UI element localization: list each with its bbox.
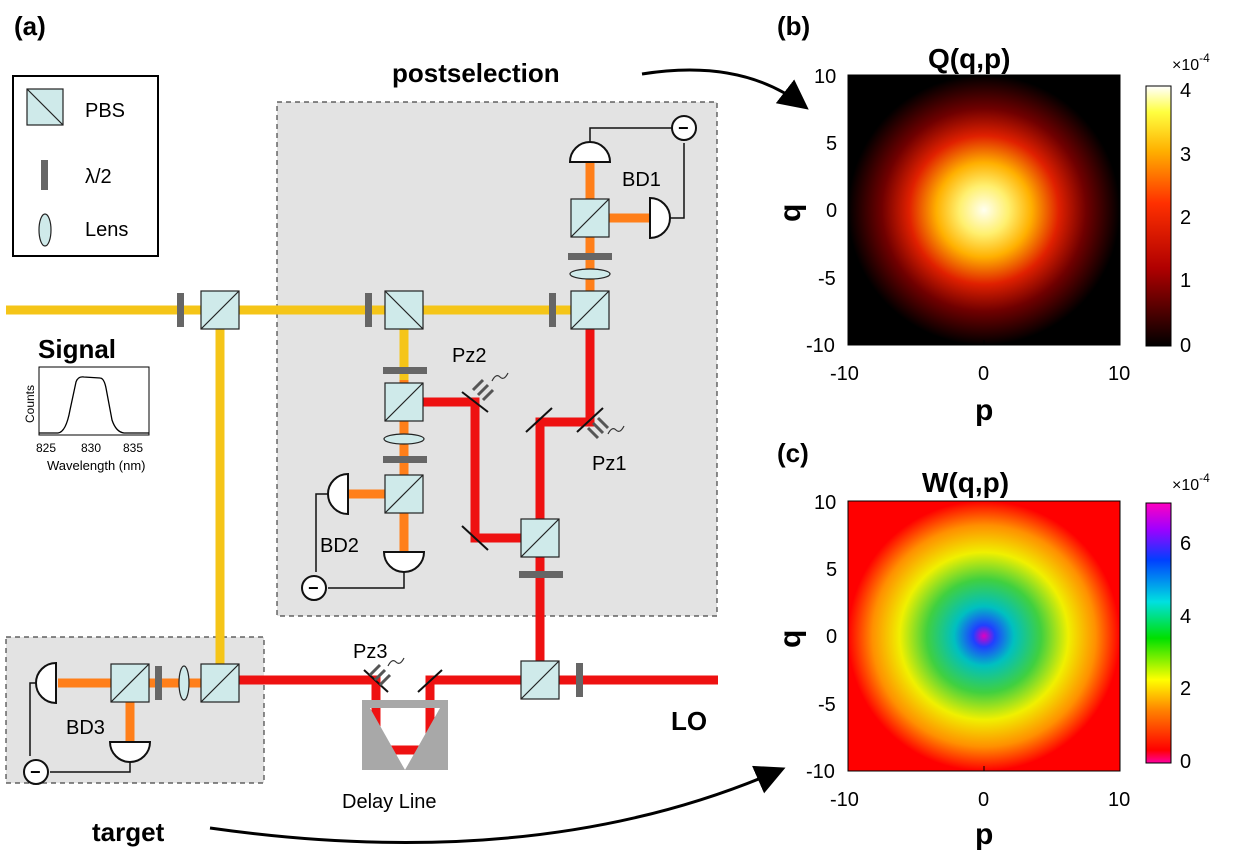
c-xtick-0: 0: [978, 789, 989, 811]
spectrum-xtick-830: 830: [81, 441, 101, 455]
pz1-label: Pz1: [592, 453, 626, 475]
c-xlabel: p: [975, 818, 993, 851]
piezo-wire-icon: [387, 372, 625, 667]
b-xlabel: p: [975, 394, 993, 427]
b-ylabel: q: [774, 204, 807, 222]
b-ytick-0: 0: [826, 200, 837, 222]
c-xtick-neg10: -10: [830, 789, 859, 811]
b-xtick-10: 10: [1108, 363, 1130, 385]
bd2-label: BD2: [320, 535, 359, 557]
panel-a-label: (a): [14, 11, 46, 41]
c-cbar-tick-2: 2: [1180, 678, 1191, 700]
c-ytick-neg10: -10: [806, 761, 835, 783]
c-xtick-10: 10: [1108, 789, 1130, 811]
c-ytick-10: 10: [814, 492, 836, 514]
b-xtick-0: 0: [978, 363, 989, 385]
minus-bd1: −: [678, 118, 689, 138]
waveplate: [155, 253, 612, 700]
minus-bd3: −: [30, 762, 41, 782]
b-ytick-5: 5: [826, 133, 837, 155]
b-cbar-tick-4: 4: [1180, 80, 1191, 102]
pbs-cube: [110, 198, 610, 703]
q-colorbar: [1145, 85, 1172, 347]
waveplate-icon: [41, 160, 48, 190]
pbs-icon: [26, 88, 64, 126]
c-ylabel: q: [774, 630, 807, 648]
lens-icon: [38, 213, 52, 247]
q-axis-ticks: [847, 340, 1121, 345]
spectrum-inset: [38, 366, 150, 436]
c-cbar-tick-6: 6: [1180, 533, 1191, 555]
minus-node: [23, 115, 697, 785]
detector: [35, 141, 671, 763]
spectrum-ylabel: Counts: [23, 385, 37, 423]
lo-label: LO: [671, 706, 707, 736]
legend-waveplate-label: λ/2: [85, 166, 112, 188]
spectrum-xlabel: Wavelength (nm): [47, 458, 146, 473]
postselection-box: [276, 101, 718, 617]
b-cbar-tick-2: 2: [1180, 207, 1191, 229]
bd3-label: BD3: [66, 717, 105, 739]
pz2-label: Pz2: [452, 345, 486, 367]
pz3-label: Pz3: [353, 641, 387, 663]
c-ytick-0: 0: [826, 626, 837, 648]
b-cbar-tick-1: 1: [1180, 270, 1191, 292]
lens: [178, 268, 611, 701]
c-cbar-tick-0: 0: [1180, 751, 1191, 773]
legend-lens-label: Lens: [85, 219, 128, 241]
delay-line-label: Delay Line: [342, 791, 437, 813]
b-cbar-tick-3: 3: [1180, 144, 1191, 166]
c-cbar-exponent: ×10-4: [1172, 471, 1210, 494]
piezo-icon: [368, 378, 610, 687]
postselection-label: postselection: [392, 58, 560, 88]
b-xtick-neg10: -10: [830, 363, 859, 385]
b-cbar-exponent: ×10-4: [1172, 51, 1210, 74]
spectrum-xtick-835: 835: [123, 441, 143, 455]
legend-box: PBS λ/2 Lens: [12, 75, 159, 257]
legend-pbs-label: PBS: [85, 100, 125, 122]
c-cbar-tick-4: 4: [1180, 606, 1191, 628]
b-ytick-neg10: -10: [806, 335, 835, 357]
b-cbar-tick-0: 0: [1180, 335, 1191, 357]
target-arrow: [209, 765, 786, 845]
postselection-arrow: [641, 68, 809, 110]
spectrum-xtick-825: 825: [36, 441, 56, 455]
detector-wire: [29, 127, 685, 773]
b-ytick-neg5: -5: [818, 268, 836, 290]
wigner-function-plot: [847, 500, 1121, 772]
mirror: [363, 391, 604, 693]
b-ytick-10: 10: [814, 66, 836, 88]
signal-label: Signal: [38, 334, 116, 364]
c-ytick-5: 5: [826, 559, 837, 581]
w-axis-ticks: [847, 766, 1121, 771]
bd1-label: BD1: [622, 169, 661, 191]
panel-b-title: Q(q,p): [928, 43, 1010, 74]
q-function-plot: [847, 74, 1121, 346]
c-ytick-neg5: -5: [818, 694, 836, 716]
target-label: target: [92, 817, 165, 847]
minus-bd2: −: [308, 578, 319, 598]
panel-c-title: W(q,p): [922, 467, 1009, 498]
w-colorbar: [1145, 502, 1172, 764]
panel-c-label: (c): [777, 438, 809, 468]
panel-b-label: (b): [777, 11, 810, 41]
